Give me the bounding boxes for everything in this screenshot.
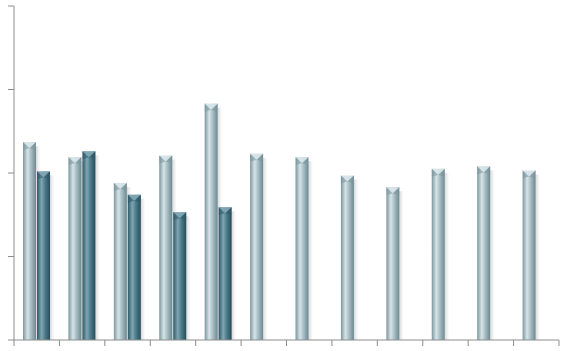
bar-shadow-2-3 bbox=[140, 198, 145, 340]
bar-series-2-2 bbox=[82, 151, 96, 340]
bar-shadow-2-4 bbox=[186, 216, 191, 340]
bar-shadow-2-5 bbox=[231, 211, 236, 340]
bar-shadow-1-7 bbox=[308, 161, 313, 340]
bar-series-1-2 bbox=[68, 157, 82, 340]
bar-shadows bbox=[36, 107, 540, 340]
bar-series-1-1 bbox=[23, 142, 36, 340]
bar-shadow-1-10 bbox=[444, 172, 449, 340]
bar-shadow-1-6 bbox=[263, 157, 268, 340]
bar-shadow-2-2 bbox=[95, 155, 100, 340]
bar-series-2-1 bbox=[37, 171, 50, 340]
bar-series-1-4 bbox=[159, 155, 173, 340]
bar-series-1-3 bbox=[113, 183, 127, 340]
bar-series-1-10 bbox=[431, 168, 445, 340]
bars bbox=[23, 103, 536, 340]
bar-shadow-1-12 bbox=[535, 174, 540, 340]
bar-series-1-5 bbox=[204, 103, 218, 340]
bar-shadow-2-1 bbox=[50, 175, 54, 340]
bar-series-1-6 bbox=[250, 153, 264, 340]
bar-series-1-7 bbox=[295, 157, 309, 340]
bar-series-2-4 bbox=[173, 212, 187, 340]
bar-shadow-1-11 bbox=[490, 170, 495, 340]
bar-series-2-5 bbox=[218, 207, 232, 340]
bar-series-2-3 bbox=[127, 194, 141, 340]
axes bbox=[8, 5, 560, 346]
bar-shadow-1-8 bbox=[353, 179, 358, 340]
bar-series-1-9 bbox=[386, 187, 400, 340]
bar-series-1-8 bbox=[340, 175, 354, 340]
bar-series-1-11 bbox=[477, 166, 491, 340]
bar-series-1-12 bbox=[522, 170, 536, 340]
bar-shadow-1-9 bbox=[399, 191, 404, 340]
